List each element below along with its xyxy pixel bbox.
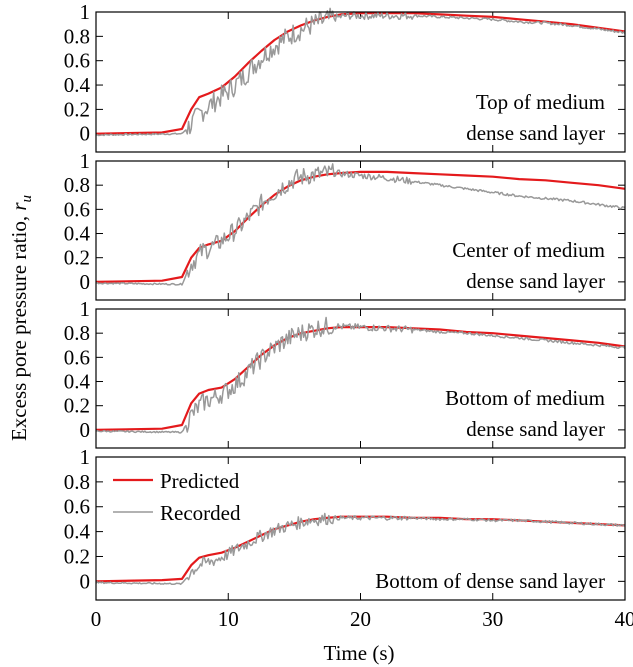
y-tick-label: 0.8 bbox=[64, 470, 90, 494]
panel-label-line: Top of medium bbox=[476, 90, 605, 114]
chart-panel: 00.20.40.60.81 Center of medium dense sand… bbox=[64, 149, 626, 301]
y-tick-label: 0.2 bbox=[64, 544, 90, 568]
chart-legend: Predicted Recorded bbox=[113, 469, 241, 525]
y-tick-label: 0 bbox=[80, 418, 91, 442]
y-tick-label: 1 bbox=[80, 0, 91, 24]
panel-label-line: dense sand layer bbox=[466, 269, 605, 293]
y-tick-label: 0.6 bbox=[64, 345, 90, 369]
predicted-series-line bbox=[95, 326, 626, 431]
x-tick-label: 20 bbox=[350, 607, 371, 631]
panel-label-line: Bottom of medium bbox=[445, 386, 605, 410]
predicted-series-line bbox=[95, 12, 626, 135]
x-tick-label: 30 bbox=[482, 607, 503, 631]
panel-frame bbox=[95, 11, 626, 153]
recorded-series-line bbox=[95, 512, 626, 586]
y-tick-label: 0.2 bbox=[64, 97, 90, 121]
y-tick-label: 0.6 bbox=[64, 49, 90, 73]
y-tick-label: 0.8 bbox=[64, 173, 90, 197]
panel-label-line: dense sand layer bbox=[466, 417, 605, 441]
y-tick-label: 0.4 bbox=[64, 370, 91, 394]
x-tick-label: 10 bbox=[218, 607, 239, 631]
y-tick-label: 0 bbox=[80, 122, 91, 146]
panel-frame bbox=[95, 308, 626, 449]
legend-label: Recorded bbox=[160, 501, 241, 525]
y-tick-label: 0 bbox=[80, 270, 91, 294]
panel-frame bbox=[95, 456, 626, 601]
recorded-series-line bbox=[95, 7, 626, 137]
x-axis-title: Time (s) bbox=[324, 641, 395, 665]
y-tick-label: 0.4 bbox=[64, 73, 91, 97]
y-axis-title-text: Excess pore pressure ratio, bbox=[7, 211, 31, 441]
panel-label-line: dense sand layer bbox=[466, 121, 605, 145]
y-axis-title: Excess pore pressure ratio, ru bbox=[7, 195, 35, 441]
y-tick-label: 0.4 bbox=[64, 520, 91, 544]
y-tick-label: 1 bbox=[80, 445, 91, 469]
panel-label-line: Center of medium bbox=[452, 238, 605, 262]
y-tick-label: 0.8 bbox=[64, 321, 90, 345]
y-tick-label: 0.6 bbox=[64, 495, 90, 519]
y-axis-title-subscript: u bbox=[19, 195, 35, 203]
recorded-series-line bbox=[95, 163, 626, 286]
x-tick-label: 0 bbox=[91, 607, 102, 631]
chart-panel: 00.20.40.60.81 Top of medium dense sand la… bbox=[64, 0, 626, 153]
y-tick-label: 1 bbox=[80, 149, 91, 173]
y-tick-label: 0.2 bbox=[64, 394, 90, 418]
y-tick-label: 0.6 bbox=[64, 197, 90, 221]
chart-panel: 00.20.40.60.81 Bottom of medium dense sand… bbox=[64, 297, 626, 449]
legend-label: Predicted bbox=[160, 469, 240, 493]
recorded-series-line bbox=[95, 316, 626, 434]
x-tick-label: 40 bbox=[615, 607, 633, 631]
y-axis-title-symbol: r bbox=[7, 202, 31, 211]
y-tick-label: 0 bbox=[80, 569, 91, 593]
predicted-series-line bbox=[95, 170, 626, 283]
y-tick-label: 0.2 bbox=[64, 246, 90, 270]
panel-frame bbox=[95, 160, 626, 301]
y-tick-label: 0.4 bbox=[64, 222, 91, 246]
y-tick-label: 0.8 bbox=[64, 24, 90, 48]
y-tick-label: 1 bbox=[80, 297, 91, 321]
panel-label-line: Bottom of dense sand layer bbox=[375, 569, 605, 593]
